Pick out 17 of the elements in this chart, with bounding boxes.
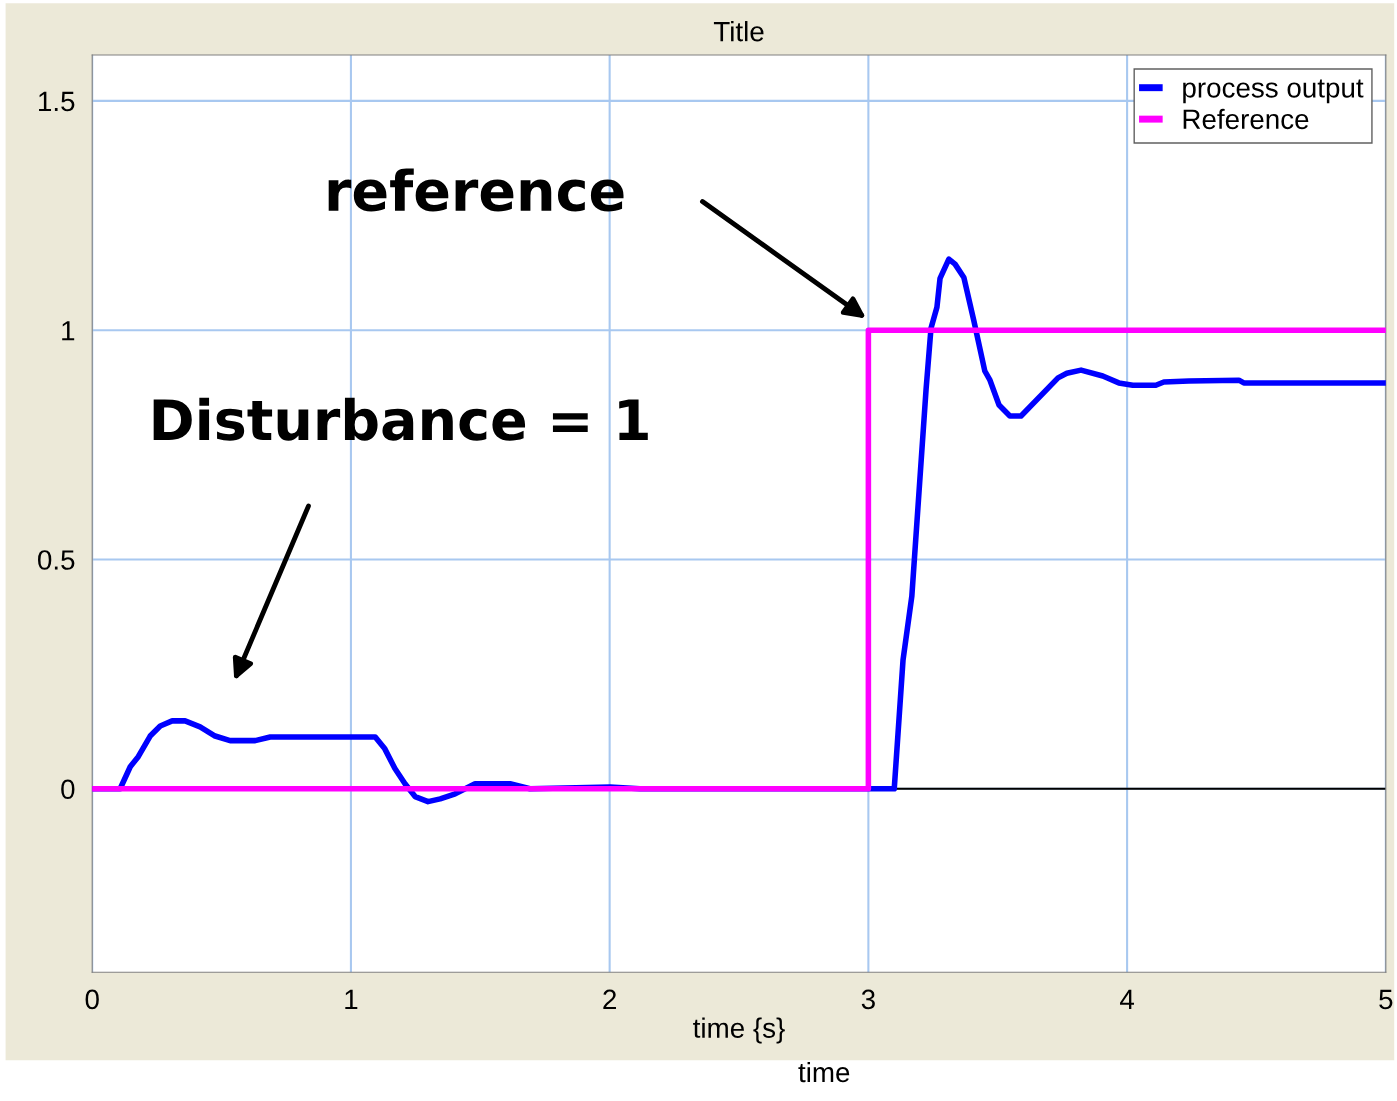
text: time: [798, 1061, 850, 1083]
y-tick-label: 1.5: [39, 91, 75, 112]
annotation: reference: [328, 168, 624, 212]
x-tick-label: 1: [345, 989, 358, 1009]
legend-label: process output: [1183, 79, 1364, 104]
chart-title: Title: [713, 21, 764, 42]
x-axis-title: time {s}: [693, 1017, 785, 1044]
y-tick-label: 1: [62, 321, 75, 341]
legend-label: Reference: [1183, 108, 1309, 130]
y-tick-label: 0.5: [38, 550, 75, 570]
annotation: Disturbance = 1: [153, 397, 648, 441]
x-tick-label: 5: [1379, 989, 1393, 1010]
x-tick-label: 0: [85, 989, 99, 1010]
x-tick-label: 3: [861, 989, 875, 1010]
x-tick-label: 2: [603, 989, 616, 1009]
y-tick-label: 0: [61, 779, 75, 800]
x-tick-label: 4: [1120, 989, 1135, 1009]
